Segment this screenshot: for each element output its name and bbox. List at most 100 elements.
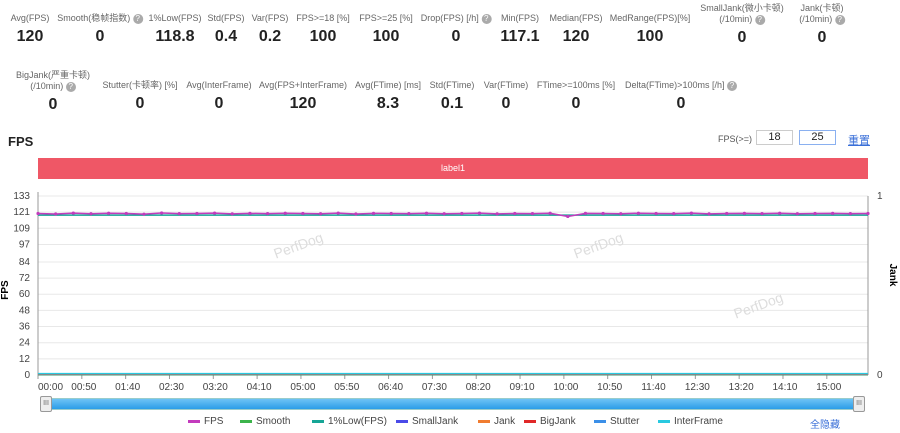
x-tick-label: 12:30 [685, 382, 710, 393]
legend-item-jank[interactable]: Jank [478, 416, 515, 427]
stat-label-unit: (/10min) ? [700, 14, 784, 25]
stat-value: 0 [817, 29, 827, 46]
stat-0: Avg(FPS) 120 [11, 13, 50, 46]
legend-item-1-low-fps-[interactable]: 1%Low(FPS) [312, 416, 387, 427]
fps-point [389, 211, 393, 216]
fps-point [477, 211, 482, 215]
label-bar[interactable]: label1 [38, 158, 868, 179]
help-icon[interactable]: ? [481, 13, 492, 24]
fps-point [619, 212, 623, 216]
y-tick-label: 133 [13, 191, 30, 202]
fps-point [689, 211, 694, 215]
stat-value: 100 [309, 28, 337, 45]
stat-2: 1%Low(FPS) 118.8 [148, 13, 201, 46]
threshold-label: FPS(>=) [718, 134, 753, 144]
legend-label: Jank [494, 416, 516, 427]
help-icon[interactable]: ? [65, 81, 76, 92]
fps-point [866, 211, 870, 216]
x-tick-label: 13:20 [729, 382, 754, 393]
fps-point [760, 212, 764, 216]
threshold-low-input[interactable]: 18 [756, 130, 793, 145]
fps-point [336, 211, 340, 215]
time-range-slider[interactable] [44, 398, 862, 410]
y-tick-label: 12 [19, 354, 31, 365]
stat-3: Std(FPS) 0.4 [207, 13, 244, 46]
legend-swatch [396, 420, 408, 423]
fps-point [707, 212, 711, 216]
slider-right-handle[interactable]: III [853, 396, 865, 412]
stat-label: Avg(FTime) [ms] [354, 80, 422, 90]
stat-label: Avg(InterFrame) [186, 80, 252, 90]
x-tick-label: 14:10 [772, 382, 797, 393]
stat-label: Min(FPS) [501, 13, 539, 23]
y2-tick-label: 1 [877, 191, 883, 202]
watermark: PerfDog [571, 229, 625, 262]
stat-5: Std(FTime) 0.1 [430, 80, 475, 113]
stat-value: 0 [48, 96, 58, 113]
fps-point [212, 211, 217, 215]
stat-label: FPS>=18 [%] [296, 13, 350, 23]
legend-label: Smooth [256, 416, 291, 427]
stat-label: Avg(FPS) [10, 13, 50, 23]
y-tick-label: 48 [19, 305, 31, 316]
fps-point [601, 211, 605, 216]
stat-value: 0 [571, 95, 581, 112]
stat-11: SmallJank(微小卡顿) (/10min) ? 0 [700, 3, 784, 47]
y-tick-label: 60 [19, 289, 31, 300]
stat-4: Var(FPS) 0.2 [252, 13, 289, 46]
legend-swatch [240, 420, 252, 423]
help-icon[interactable]: ? [834, 14, 845, 25]
stat-label: Smooth(稳帧指数) ? [57, 13, 143, 24]
legend-item-smooth[interactable]: Smooth [240, 416, 290, 427]
help-icon[interactable]: ? [726, 80, 737, 91]
x-tick-label: 07:30 [422, 382, 447, 393]
stat-value: 0 [135, 95, 145, 112]
stat-value: 0.1 [440, 95, 464, 112]
x-tick-label: 05:00 [290, 382, 315, 393]
stat-4: Avg(FTime) [ms] 8.3 [355, 80, 421, 113]
reset-button[interactable]: 重置 [848, 135, 870, 147]
legend-item-fps[interactable]: FPS [188, 416, 223, 427]
stat-label-unit: (/10min) ? [799, 14, 845, 25]
x-tick-label: 01:40 [115, 382, 140, 393]
stat-value: 0.2 [258, 28, 282, 45]
stat-1: Smooth(稳帧指数) ? 0 [57, 13, 143, 46]
legend-label: 1%Low(FPS) [328, 416, 387, 427]
stat-value: 120 [16, 28, 44, 45]
fps-point [89, 212, 93, 216]
stat-5: FPS>=18 [%] 100 [296, 13, 350, 46]
legend-label: BigJank [540, 416, 576, 427]
threshold-high-input[interactable]: 25 [799, 130, 836, 145]
stat-2: Avg(InterFrame) 0 [186, 80, 251, 113]
y-tick-label: 121 [13, 207, 30, 218]
stat-value: 117.1 [500, 28, 540, 45]
legend-item-stutter[interactable]: Stutter [594, 416, 639, 427]
fps-point [160, 211, 164, 215]
stat-value: 0.4 [214, 28, 238, 45]
help-icon[interactable]: ? [132, 13, 143, 24]
x-tick-label: 10:00 [553, 382, 578, 393]
stat-value: 100 [636, 28, 664, 45]
fps-point [195, 211, 199, 216]
stat-value: 0 [214, 95, 224, 112]
fps-point [230, 212, 234, 216]
legend-label: FPS [204, 416, 224, 427]
stat-value: 0 [451, 28, 461, 45]
fps-point [283, 211, 287, 215]
x-tick-label: 11:40 [641, 382, 666, 393]
x-tick-label: 09:10 [510, 382, 535, 393]
hide-all-button[interactable]: 全隐藏 [810, 420, 840, 431]
stat-6: FPS>=25 [%] 100 [359, 13, 413, 46]
legend-label: Stutter [610, 416, 640, 427]
legend-item-bigjank[interactable]: BigJank [524, 416, 576, 427]
x-tick-label: 02:30 [159, 382, 184, 393]
stat-label: BigJank(严重卡顿) [15, 70, 91, 80]
stat-value: 0 [501, 95, 511, 112]
fps-point [742, 211, 746, 215]
slider-left-handle[interactable]: III [40, 396, 52, 412]
legend-item-interframe[interactable]: InterFrame [658, 416, 723, 427]
help-icon[interactable]: ? [754, 14, 765, 25]
legend-item-smalljank[interactable]: SmallJank [396, 416, 458, 427]
stat-value: 0 [95, 28, 105, 45]
series-line-fps [37, 212, 869, 218]
